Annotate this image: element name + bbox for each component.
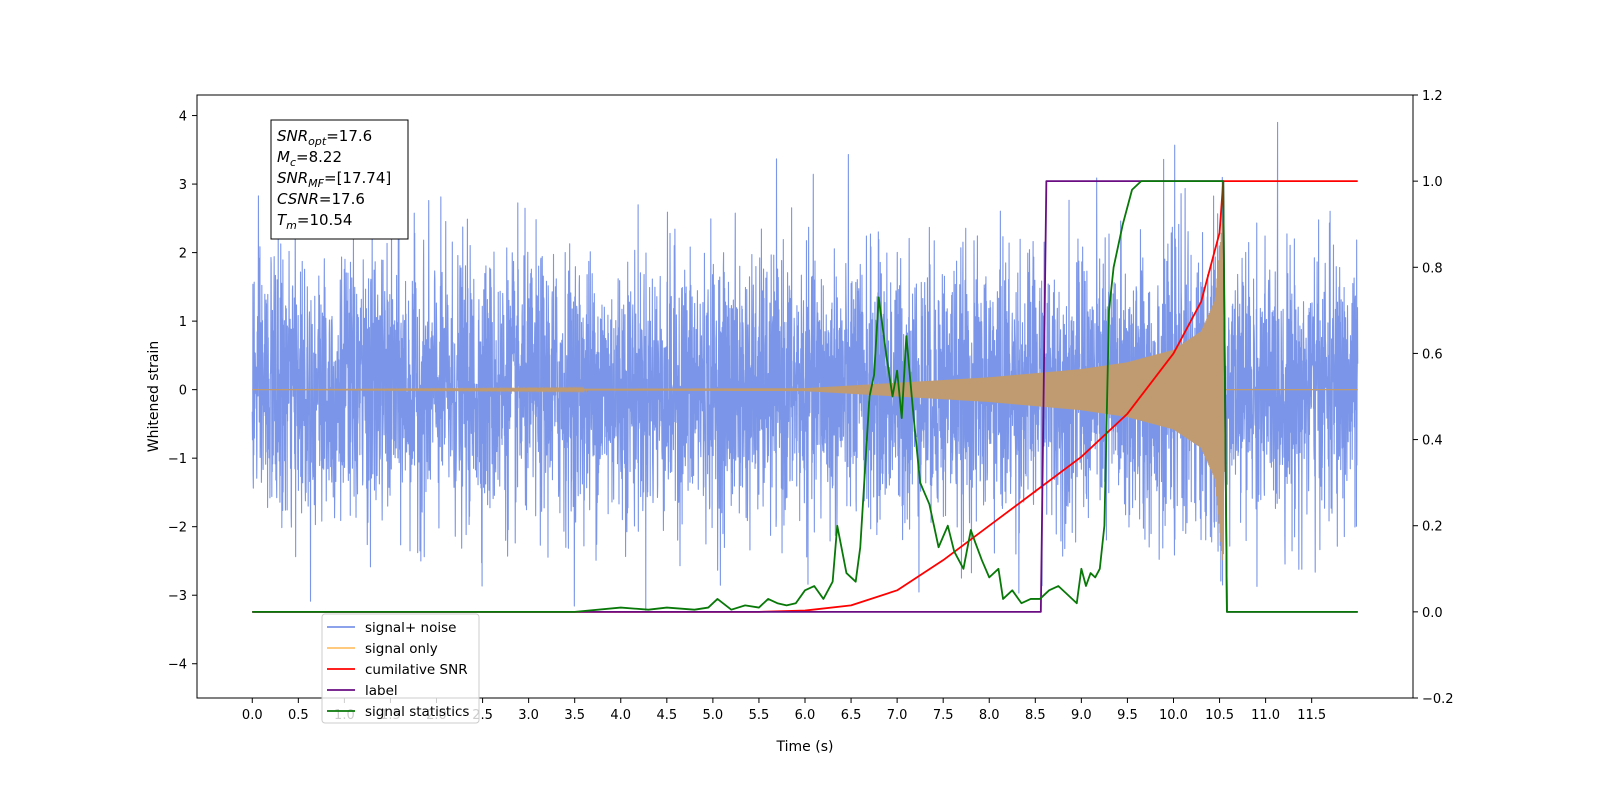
series-signal-only: [252, 214, 1358, 561]
series-signal-statistics: [252, 180, 1358, 613]
x-tick-label: 5.0: [703, 708, 724, 723]
x-tick-label: 9.5: [1117, 708, 1138, 723]
y-right-tick-label: 1.2: [1422, 89, 1443, 104]
y-right-tick-label: −0.2: [1422, 692, 1454, 707]
annotation-symbol: SNR: [277, 127, 308, 145]
annotation-symbol: M: [277, 148, 290, 166]
y-left-tick-label: −4: [168, 658, 187, 673]
x-tick-label: 10.0: [1159, 708, 1188, 723]
x-tick-label: 11.0: [1251, 708, 1280, 723]
y-left-tick-label: 3: [179, 178, 187, 193]
legend-box: [321, 613, 480, 724]
x-tick-label: 7.5: [933, 708, 954, 723]
series-cumilative-snr: [252, 180, 1358, 613]
annotation-line: CSNR=17.6: [277, 190, 365, 208]
y-axis-label: Whitened strain: [146, 341, 162, 452]
x-tick-label: 4.0: [610, 708, 631, 723]
x-tick-label: 3.0: [518, 708, 539, 723]
legend-label: cumilative SNR: [365, 662, 468, 678]
x-tick-label: 7.0: [887, 708, 908, 723]
annotation-value: =10.54: [297, 211, 353, 229]
x-tick-label: 0.0: [242, 708, 263, 723]
annotation-line: SNRMF=[17.74]: [277, 169, 391, 190]
annotation-line: Mc=8.22: [277, 148, 342, 169]
y-left-tick-label: 4: [179, 110, 187, 125]
y-left-tick-label: 2: [179, 247, 187, 262]
x-tick-label: 8.0: [979, 708, 1000, 723]
y-left-tick-label: 0: [179, 384, 187, 399]
annotation-value: =8.22: [296, 148, 342, 166]
annotation-value: =17.6: [319, 190, 365, 208]
x-tick-label: 5.5: [749, 708, 770, 723]
x-tick-label: 6.5: [841, 708, 862, 723]
legend-label: signal+ noise: [365, 620, 456, 636]
x-tick-label: 3.5: [564, 708, 585, 723]
annotation-box: [270, 119, 409, 240]
annotation-symbol: SNR: [277, 169, 308, 187]
annotation-symbol: T: [277, 211, 288, 229]
y-left-tick-label: 1: [179, 315, 187, 330]
x-tick-label: 9.0: [1071, 708, 1092, 723]
x-tick-label: 4.5: [656, 708, 677, 723]
x-tick-label: 10.5: [1205, 708, 1234, 723]
legend-label: signal statistics: [365, 704, 469, 720]
y-right-tick-label: 0.2: [1422, 520, 1443, 535]
x-axis-label: Time (s): [776, 739, 834, 755]
annotation-value: =17.6: [326, 127, 372, 145]
plot-content: [251, 121, 1359, 613]
legend-label: label: [365, 683, 398, 699]
annotation-subscript: opt: [308, 135, 327, 148]
annotation-value: =[17.74]: [324, 169, 391, 187]
annotation-line: Tm=10.54: [277, 211, 352, 232]
y-right-tick-label: 0.8: [1422, 261, 1443, 276]
legend-label: signal only: [365, 641, 438, 657]
annotation-subscript: c: [290, 156, 296, 169]
y-right-tick-label: 0.6: [1422, 347, 1443, 362]
y-left-tick-label: −3: [168, 589, 187, 604]
y-right-tick-label: 0.0: [1422, 606, 1443, 621]
annotation-subscript: m: [286, 219, 297, 232]
annotation-line: SNRopt=17.6: [277, 127, 372, 148]
x-tick-label: 11.5: [1297, 708, 1326, 723]
y-left-tick-label: −2: [168, 521, 187, 536]
y-right-tick-label: 1.0: [1422, 175, 1443, 190]
y-left-tick-label: −1: [168, 452, 187, 467]
annotation-symbol: CSNR: [277, 190, 319, 208]
annotation-subscript: MF: [308, 177, 324, 190]
y-right-tick-label: 0.4: [1422, 434, 1443, 449]
x-tick-label: 0.5: [288, 708, 309, 723]
x-tick-label: 6.0: [795, 708, 816, 723]
x-tick-label: 8.5: [1025, 708, 1046, 723]
